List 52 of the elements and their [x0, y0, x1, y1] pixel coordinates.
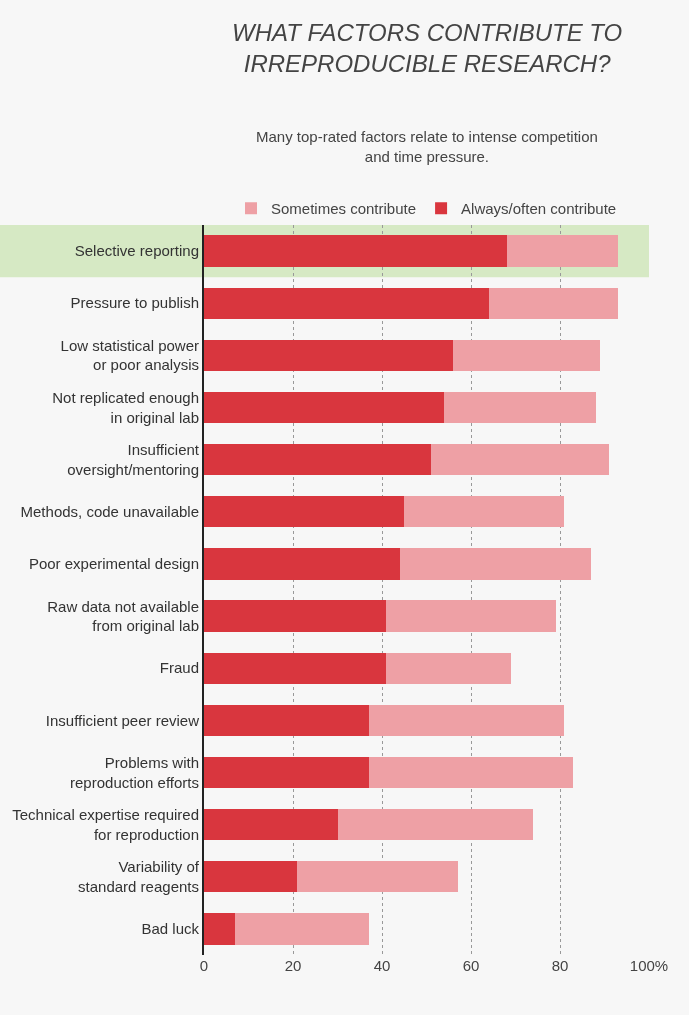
y-tick-label: Fraud — [159, 659, 199, 677]
bar — [444, 391, 596, 424]
bar — [204, 496, 405, 528]
y-tick-label: Bad luck — [141, 920, 200, 938]
y-tick-label: Low statistical power or poor analysis — [60, 336, 199, 374]
bar — [337, 809, 534, 841]
x-tick-label: 100% — [629, 957, 669, 974]
y-tick-label: Insufficient oversight/mentoring — [67, 441, 200, 478]
bar — [204, 809, 338, 841]
y-tick-label: Insufficient peer review — [45, 711, 200, 729]
legend-label: Sometimes contribute — [271, 200, 417, 218]
bar — [204, 704, 369, 736]
bar — [386, 652, 512, 684]
bar — [399, 548, 592, 580]
chart-subtitle: Many top-rated factors relate to intense competition and time pressure. — [256, 128, 598, 165]
y-tick-label: Problems with reproduction efforts — [70, 754, 199, 791]
bar — [368, 756, 574, 789]
y-tick-label: Poor experimental design — [28, 555, 199, 573]
bar — [204, 339, 454, 371]
y-tick-label: Raw data not available from original lab — [47, 597, 199, 635]
bar — [488, 287, 618, 319]
bar — [204, 287, 489, 319]
y-tick-label: Not replicated enough in original lab — [52, 389, 199, 426]
bar — [404, 496, 565, 528]
bar — [368, 704, 565, 736]
bar — [506, 235, 618, 267]
x-tick-label: 80 — [551, 957, 569, 974]
bar — [204, 913, 236, 945]
bar — [204, 861, 298, 893]
bar — [204, 391, 445, 424]
y-tick-label: Methods, code unavailable — [20, 503, 199, 521]
x-tick-label: 0 — [199, 957, 209, 974]
y-tick-label: Selective reporting — [74, 242, 199, 260]
bar — [386, 600, 556, 632]
x-tick-label: 60 — [462, 957, 480, 974]
y-tick-label: Pressure to publish — [70, 294, 199, 312]
bar — [204, 548, 400, 580]
bar — [204, 235, 507, 267]
x-tick-label: 20 — [284, 957, 302, 974]
bar — [453, 339, 601, 371]
y-tick-label: Technical expertise required for reproduction — [12, 806, 199, 843]
bar — [430, 444, 609, 476]
chart-title: WHAT FACTORS CONTRIBUTE TO IRREPRODUCIBLE RESEARCH? — [232, 19, 623, 78]
x-tick-label: 40 — [373, 957, 391, 974]
bar — [297, 861, 458, 893]
y-tick-label: Variability of standard reagents — [78, 858, 200, 895]
bar — [204, 652, 387, 684]
bar — [204, 756, 369, 789]
bar — [235, 913, 369, 945]
bar — [204, 444, 431, 476]
legend-label: Always/often contribute — [461, 200, 617, 218]
bar — [204, 600, 387, 632]
